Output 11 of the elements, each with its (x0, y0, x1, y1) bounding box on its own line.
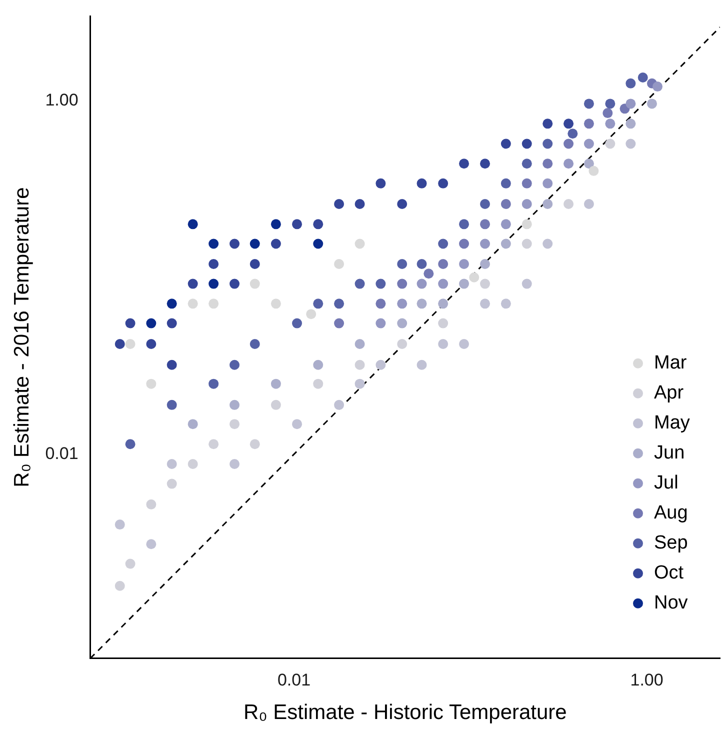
legend-label: May (654, 412, 690, 434)
legend-label: Mar (654, 352, 688, 374)
legend-label: Nov (654, 592, 688, 614)
x-axis-title: R₀ Estimate - Historic Temperature (243, 701, 567, 724)
legend-label: Oct (654, 562, 684, 584)
legend-label: Apr (654, 382, 684, 404)
legend-label: Aug (654, 502, 688, 524)
legend-label: Jul (654, 472, 678, 494)
legend-label: Jun (654, 442, 685, 464)
y-axis-title: R₀ Estimate - 2016 Temperature (10, 187, 34, 488)
legend-label: Sep (654, 532, 688, 554)
